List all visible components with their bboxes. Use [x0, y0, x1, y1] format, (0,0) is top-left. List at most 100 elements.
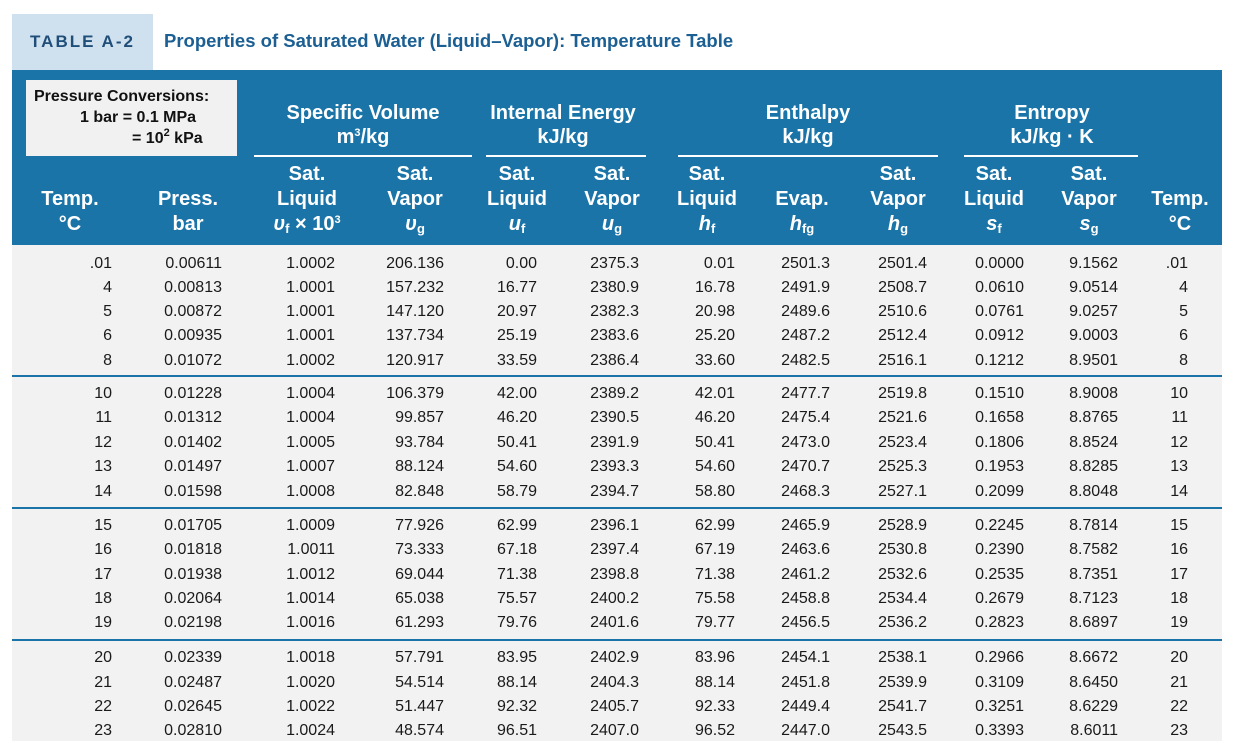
cell-hg: 2516.1 — [878, 352, 927, 369]
cell-vf: 1.0022 — [286, 698, 335, 715]
cell-uf: 75.57 — [496, 590, 537, 607]
cell-temp: 16 — [94, 541, 112, 558]
table-row: 17 0.01938 1.0012 69.044 71.38 2398.8 71.38 246… — [12, 563, 1222, 587]
cell-press: 0.02064 — [164, 590, 222, 607]
group-separator — [12, 507, 1222, 509]
cell-vg: 69.044 — [395, 566, 444, 583]
pressure-conversion-line1: 1 bar = 0.1 MPa — [80, 109, 197, 126]
cell-hg: 2512.4 — [878, 327, 927, 344]
cell-sf: 0.0000 — [975, 255, 1024, 272]
cell-vg: 82.848 — [395, 483, 444, 500]
cell-temp-right: 14 — [1170, 483, 1188, 500]
cell-hfg: 2491.9 — [781, 279, 830, 296]
col-header-vg: Sat. Vapor υg — [387, 163, 443, 236]
cell-vf: 1.0020 — [286, 674, 335, 691]
cell-uf: 42.00 — [496, 385, 537, 402]
cell-sf: 0.2245 — [975, 517, 1024, 534]
cell-temp: 4 — [103, 279, 112, 296]
cell-hfg: 2458.8 — [781, 590, 830, 607]
cell-ug: 2383.6 — [590, 327, 639, 344]
cell-temp: 15 — [94, 517, 112, 534]
cell-sg: 9.0257 — [1069, 303, 1118, 320]
cell-sg: 8.8285 — [1069, 458, 1118, 475]
cell-ug: 2390.5 — [590, 409, 639, 426]
cell-vf: 1.0008 — [286, 483, 335, 500]
cell-sg: 8.6450 — [1069, 674, 1118, 691]
cell-sf: 0.2823 — [975, 614, 1024, 631]
table-row: 23 0.02810 1.0024 48.574 96.51 2407.0 96.52 244… — [12, 719, 1222, 743]
cell-hf: 46.20 — [694, 409, 735, 426]
cell-vg: 147.120 — [386, 303, 444, 320]
cell-press: 0.00611 — [165, 255, 222, 272]
cell-sf: 0.1658 — [975, 409, 1024, 426]
cell-press: 0.01497 — [164, 458, 222, 475]
cell-vf: 1.0005 — [286, 434, 335, 451]
cell-hfg: 2454.1 — [781, 649, 830, 666]
cell-sg: 8.6672 — [1069, 649, 1118, 666]
cell-hfg: 2449.4 — [781, 698, 830, 715]
cell-temp-right: 19 — [1170, 614, 1188, 631]
cell-sf: 0.2099 — [975, 483, 1024, 500]
cell-temp-right: 6 — [1179, 327, 1188, 344]
cell-sg: 8.8048 — [1069, 483, 1118, 500]
cell-hfg: 2456.5 — [781, 614, 830, 631]
cell-press: 0.01402 — [164, 434, 222, 451]
cell-temp: 13 — [94, 458, 112, 475]
cell-vg: 120.917 — [386, 352, 444, 369]
cell-hg: 2528.9 — [878, 517, 927, 534]
cell-temp: 5 — [103, 303, 112, 320]
cell-vf: 1.0012 — [286, 566, 335, 583]
table-row: 6 0.00935 1.0001 137.734 25.19 2383.6 25.20 248… — [12, 324, 1222, 348]
cell-hg: 2536.2 — [878, 614, 927, 631]
group-enthalpy-rule — [678, 155, 938, 157]
cell-sf: 0.2966 — [975, 649, 1024, 666]
cell-vg: 65.038 — [395, 590, 444, 607]
cell-vg: 61.293 — [395, 614, 444, 631]
cell-vf: 1.0004 — [286, 409, 335, 426]
cell-vf: 1.0018 — [286, 649, 335, 666]
group-enthalpy-title: Enthalpy — [765, 102, 851, 124]
cell-hf: 50.41 — [694, 434, 735, 451]
cell-temp-right: 11 — [1171, 409, 1188, 426]
cell-hfg: 2475.4 — [781, 409, 830, 426]
pressure-conversions-box: Pressure Conversions: 1 bar = 0.1 MPa = … — [26, 80, 237, 156]
cell-hf: 58.80 — [694, 483, 735, 500]
cell-sf: 0.0610 — [975, 279, 1024, 296]
cell-sf: 0.0761 — [975, 303, 1024, 320]
cell-press: 0.00935 — [164, 327, 222, 344]
cell-hg: 2501.4 — [878, 255, 927, 272]
pressure-conversions-heading: Pressure Conversions: — [34, 88, 210, 105]
cell-press: 0.01818 — [164, 541, 222, 558]
table-row: .01 0.00611 1.0002 206.136 0.00 2375.3 0.01 250… — [12, 252, 1222, 276]
cell-temp-right: 21 — [1170, 674, 1188, 691]
cell-hf: 96.52 — [694, 722, 735, 739]
cell-vf: 1.0024 — [286, 722, 335, 739]
cell-ug: 2407.0 — [590, 722, 639, 739]
cell-vg: 137.734 — [386, 327, 444, 344]
cell-press: 0.01938 — [164, 566, 222, 583]
cell-sg: 8.7351 — [1069, 566, 1118, 583]
cell-sf: 0.2679 — [975, 590, 1024, 607]
cell-hf: 75.58 — [694, 590, 735, 607]
group-specific-volume-unit: m3/kg — [336, 126, 390, 148]
cell-uf: 0.00 — [505, 255, 537, 272]
title-bar: TABLE A-2 Properties of Saturated Water … — [0, 0, 1237, 70]
cell-vf: 1.0016 — [286, 614, 335, 631]
col-header-temp-right: Temp. °C — [1151, 188, 1209, 235]
table-row: 22 0.02645 1.0022 51.447 92.32 2405.7 92.33 244… — [12, 695, 1222, 719]
group-internal-energy-unit: kJ/kg — [537, 126, 589, 148]
cell-temp: 18 — [94, 590, 112, 607]
cell-sg: 8.6011 — [1070, 722, 1118, 739]
cell-vf: 1.0001 — [286, 327, 335, 344]
cell-temp-right: 13 — [1170, 458, 1188, 475]
cell-sg: 9.0003 — [1069, 327, 1118, 344]
cell-vg: 88.124 — [395, 458, 444, 475]
group-separator — [12, 375, 1222, 377]
group-internal-energy-rule — [486, 155, 646, 157]
table-row: 19 0.02198 1.0016 61.293 79.76 2401.6 79.77 245… — [12, 611, 1222, 635]
cell-hfg: 2482.5 — [781, 352, 830, 369]
cell-hfg: 2477.7 — [781, 385, 830, 402]
cell-press: 0.01312 — [164, 409, 222, 426]
group-enthalpy-unit: kJ/kg — [782, 126, 834, 148]
cell-hf: 88.14 — [694, 674, 735, 691]
